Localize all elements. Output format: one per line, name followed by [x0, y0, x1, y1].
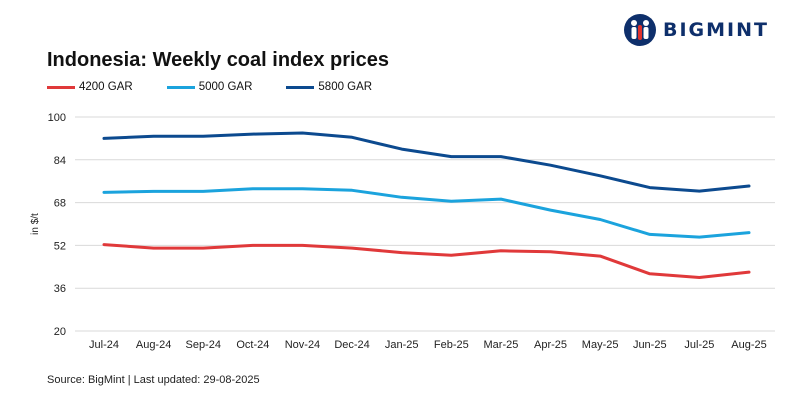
- legend-swatch-5800: [286, 85, 315, 89]
- x-tick-label: May-25: [582, 339, 619, 351]
- legend-swatch-5000: [166, 85, 195, 89]
- legend-label-4200: 4200 GAR: [79, 81, 133, 93]
- legend-item-5000: 5000 GAR: [166, 81, 253, 93]
- chart-title: Indonesia: Weekly coal index prices: [47, 49, 389, 71]
- series-line-5800-gar: [102, 131, 751, 193]
- x-tick-label: Nov-24: [285, 339, 320, 351]
- y-tick-label: 36: [54, 283, 66, 295]
- x-tick-label: Dec-24: [334, 339, 369, 351]
- y-tick-label: 84: [54, 155, 66, 167]
- y-tick-label: 68: [54, 198, 66, 210]
- legend-swatch-4200: [47, 85, 75, 89]
- x-tick-label: Jan-25: [385, 339, 419, 351]
- legend-label-5800: 5800 GAR: [318, 81, 373, 93]
- legend: 4200 GAR 5000 GAR 5800 GAR: [47, 81, 406, 93]
- y-axis-label: in $/t: [30, 213, 41, 235]
- x-tick-label: Mar-25: [484, 339, 519, 351]
- legend-item-5800: 5800 GAR: [286, 81, 372, 93]
- bigmint-logo: BIGMINT: [623, 13, 769, 47]
- x-tick-label: Jul-24: [89, 339, 119, 351]
- legend-item-4200: 4200 GAR: [47, 81, 133, 93]
- legend-label-5000: 5000 GAR: [198, 81, 253, 93]
- y-tick-label: 100: [48, 112, 66, 124]
- logo-text: BIGMINT: [663, 19, 769, 41]
- x-tick-label: Sep-24: [185, 339, 220, 351]
- x-tick-label: Oct-24: [236, 339, 269, 351]
- series-line-4200-gar: [102, 243, 751, 279]
- x-tick-label: Apr-25: [534, 339, 567, 351]
- x-tick-label: Aug-24: [136, 339, 171, 351]
- source-note: Source: BigMint | Last updated: 29-08-20…: [47, 374, 260, 386]
- y-tick-label: 20: [54, 326, 66, 338]
- x-tick-label: Feb-25: [434, 339, 469, 351]
- x-tick-label: Jul-25: [684, 339, 714, 351]
- series-line-5000-gar: [102, 187, 751, 239]
- bigmint-people-icon: [624, 14, 656, 46]
- x-tick-label: Jun-25: [633, 339, 667, 351]
- x-tick-label: Aug-25: [731, 339, 766, 351]
- y-tick-label: 52: [54, 240, 66, 252]
